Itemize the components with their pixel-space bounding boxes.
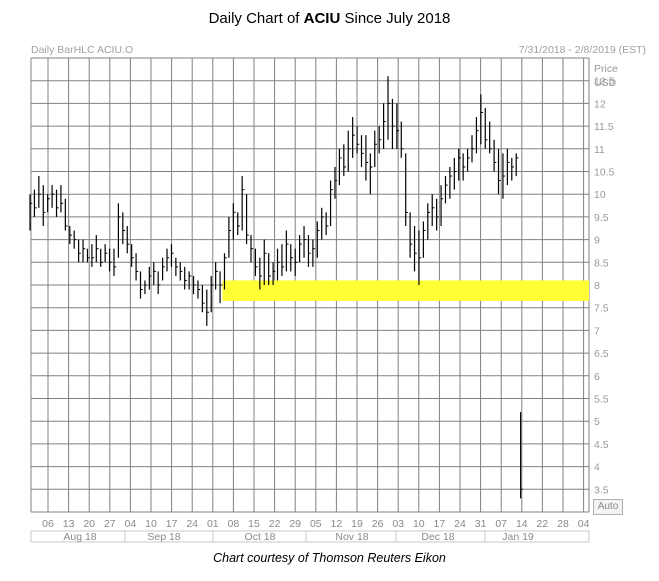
x-tick-label: 22: [269, 518, 281, 530]
x-tick-label: 29: [289, 518, 301, 530]
x-tick-label: 03: [392, 518, 404, 530]
y-tick-label: 4.5: [594, 439, 609, 451]
y-tick-label: 4: [594, 462, 600, 474]
x-tick-label: 28: [557, 518, 569, 530]
y-tick-label: 5: [594, 416, 600, 428]
y-axis-title: Price: [594, 63, 618, 75]
x-tick-label: 19: [351, 518, 363, 530]
month-label: Dec 18: [421, 531, 454, 543]
series-description: Daily BarHLC ACIU.O: [31, 44, 134, 56]
x-tick-label: 17: [434, 518, 446, 530]
y-tick-label: 3.5: [594, 484, 609, 496]
x-tick-label: 08: [228, 518, 240, 530]
x-tick-label: 31: [475, 518, 487, 530]
y-tick-label: 10.5: [594, 167, 615, 179]
x-tick-label: 13: [63, 518, 75, 530]
y-tick-label: 8: [594, 280, 600, 292]
title-suffix: Since July 2018: [340, 10, 451, 27]
y-tick-label: 12: [594, 98, 606, 110]
highlight-band: [222, 280, 590, 301]
y-tick-label: 7.5: [594, 303, 609, 315]
x-tick-label: 07: [495, 518, 507, 530]
x-tick-label: 10: [413, 518, 425, 530]
y-tick-label: 8.5: [594, 257, 609, 269]
month-band: [30, 530, 590, 543]
y-tick-label: 6: [594, 371, 600, 383]
x-tick-label: 17: [166, 518, 178, 530]
y-tick-label: 12.5: [594, 76, 615, 88]
x-tick-label: 12: [331, 518, 343, 530]
y-tick-label: 10: [594, 189, 606, 201]
y-tick-label: 6.5: [594, 348, 609, 360]
x-tick-label: 24: [186, 518, 198, 530]
title-prefix: Daily Chart of: [208, 10, 304, 27]
month-label: Jan 19: [502, 531, 534, 543]
x-tick-label: 20: [83, 518, 95, 530]
y-axis-unit: USD: [594, 77, 617, 89]
x-tick-label: 06: [42, 518, 54, 530]
y-tick-label: 9.5: [594, 212, 609, 224]
x-tick-label: 04: [125, 518, 137, 530]
month-label: Sep 18: [147, 531, 180, 543]
month-label: Nov 18: [335, 531, 368, 543]
chart-title: Daily Chart of ACIU Since July 2018: [0, 10, 659, 27]
x-tick-label: 14: [516, 518, 528, 530]
y-tick-label: 7: [594, 325, 600, 337]
y-tick-label: 11: [594, 144, 605, 156]
chart-credit: Chart courtesy of Thomson Reuters Eikon: [213, 551, 446, 565]
x-tick-label: 04: [578, 518, 590, 530]
date-range-label: 7/31/2018 - 2/8/2019 (EST): [518, 44, 646, 56]
x-tick-label: 01: [207, 518, 219, 530]
y-tick-label: 5.5: [594, 394, 609, 406]
auto-scale-button[interactable]: Auto: [593, 499, 623, 515]
x-tick-label: 22: [537, 518, 549, 530]
y-tick-label: 9: [594, 235, 600, 247]
x-tick-label: 27: [104, 518, 116, 530]
x-tick-label: 15: [248, 518, 260, 530]
x-tick-label: 10: [145, 518, 157, 530]
month-label: Oct 18: [245, 531, 276, 543]
x-tick-label: 05: [310, 518, 322, 530]
x-tick-label: 26: [372, 518, 384, 530]
x-tick-label: 24: [454, 518, 466, 530]
month-label: Aug 18: [63, 531, 96, 543]
y-tick-label: 11.5: [594, 121, 614, 133]
title-ticker: ACIU: [303, 10, 341, 27]
